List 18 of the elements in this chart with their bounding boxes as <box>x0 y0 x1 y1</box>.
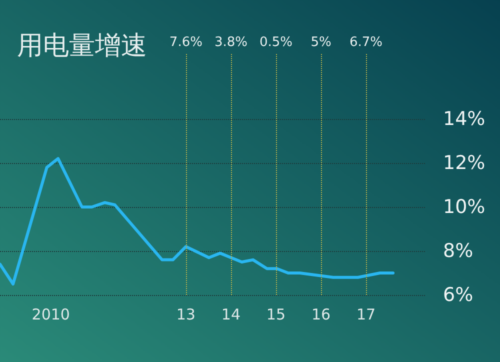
y-tick-label: 12% <box>443 152 486 174</box>
y-tick-label: 6% <box>443 284 474 306</box>
y-tick-label: 10% <box>443 196 486 218</box>
text: 6.7% <box>350 35 383 50</box>
x-tick-label: 14 <box>221 306 241 324</box>
x-tick-label: 2010 <box>32 306 70 324</box>
x-tick-label: 15 <box>266 306 286 324</box>
text: 7.6% <box>169 35 202 50</box>
y-tick-label: 8% <box>443 240 474 262</box>
x-tick-label: 13 <box>176 306 196 324</box>
chart-title: 用电量增速 <box>17 31 147 61</box>
y-tick-label: 14% <box>443 108 486 130</box>
x-tick-label: 16 <box>311 306 331 324</box>
text: 0.5% <box>259 35 292 50</box>
text: 5% <box>310 35 332 50</box>
line-series <box>0 157 395 286</box>
text: 3.8% <box>214 35 248 50</box>
x-tick-label: 17 <box>356 306 376 324</box>
